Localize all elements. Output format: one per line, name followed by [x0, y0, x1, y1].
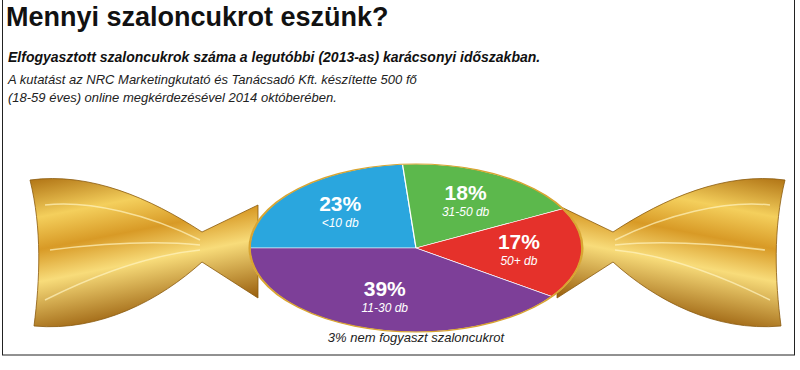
category-label: 11-30 db [362, 301, 409, 315]
annotation: 3% nem fogyaszt szaloncukrot [328, 330, 506, 345]
data-label: 39% [364, 277, 406, 300]
title: Mennyi szaloncukrot eszünk? [6, 2, 389, 32]
wrapper-highlight [45, 204, 200, 240]
wrapper-highlight [45, 250, 200, 300]
labels: 23%<10 db 18%31-50 db 17%50+ db 39%11-30 db [319, 181, 540, 314]
annotation: (18-59 éves) online megkérdezésével 2014… [8, 90, 337, 105]
wrapper-highlight [615, 204, 770, 240]
wrapper-highlight [615, 243, 765, 250]
wrapper-end [557, 179, 785, 327]
slice [250, 164, 416, 248]
wrapper-highlight [615, 250, 770, 300]
wrapper-shape [557, 179, 785, 327]
chart: 23%<10 db 18%31-50 db 17%50+ db 39%11-30 db… [0, 0, 800, 370]
data-label: 17% [498, 230, 540, 253]
category-label: <10 db [322, 216, 359, 230]
data-label: 23% [319, 192, 361, 215]
category-label: 50+ db [500, 254, 537, 268]
wrapper-highlight [50, 243, 200, 250]
annotation: A kutatást az NRC Marketingkutató és Tan… [7, 72, 418, 87]
pie-rim [250, 164, 583, 332]
wrapper-shape [30, 179, 258, 327]
category-label: 31-50 db [442, 205, 490, 219]
frame [3, 0, 795, 355]
data-label: 18% [445, 181, 487, 204]
subtitle: Elfogyasztott szaloncukrok száma a legut… [8, 49, 540, 65]
wrapper-end [30, 179, 258, 327]
pie [250, 164, 583, 332]
slice [250, 248, 552, 332]
